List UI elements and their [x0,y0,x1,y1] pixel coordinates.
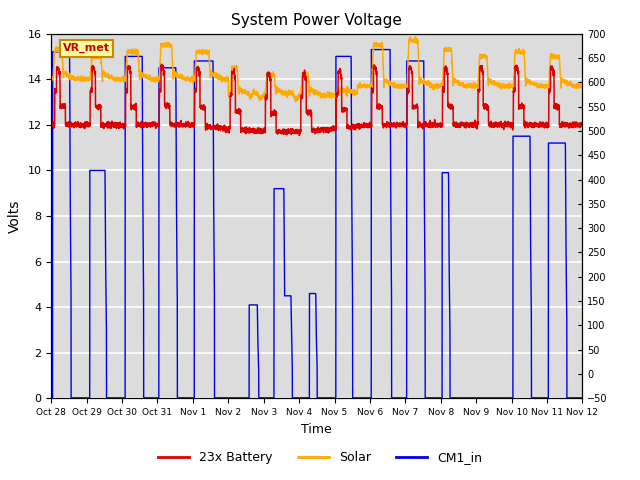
Y-axis label: Volts: Volts [8,199,22,233]
Text: VR_met: VR_met [63,43,110,53]
X-axis label: Time: Time [301,423,332,436]
Legend: 23x Battery, Solar, CM1_in: 23x Battery, Solar, CM1_in [153,446,487,469]
Title: System Power Voltage: System Power Voltage [232,13,402,28]
